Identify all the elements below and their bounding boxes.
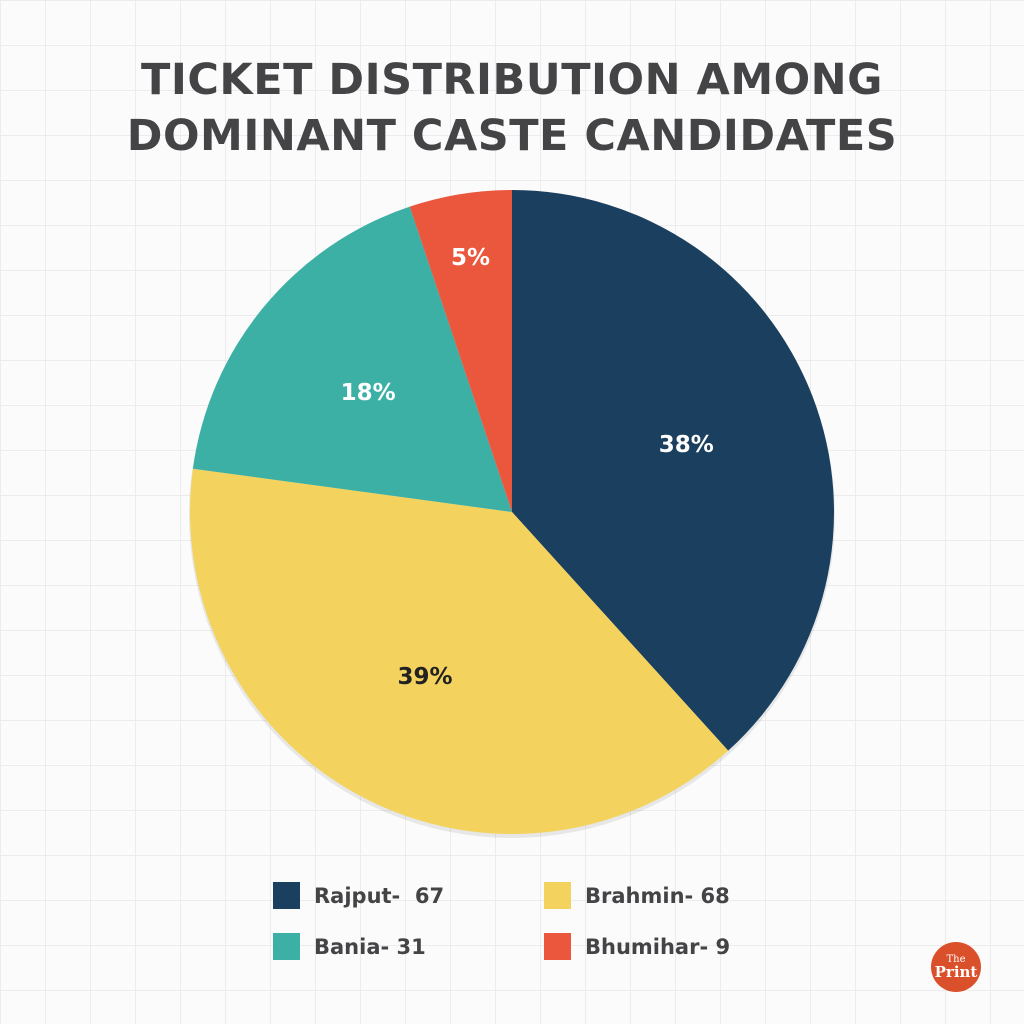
pie-label-bhumihar: 5% (451, 245, 490, 271)
legend-swatch-bhumihar (544, 933, 571, 960)
legend-swatch-bania (273, 933, 300, 960)
chart-title-line-2: DOMINANT CASTE CANDIDATES (126, 111, 898, 161)
legend-label-bhumihar: Bhumihar- 9 (585, 934, 731, 959)
legend-label-brahmin: Brahmin- 68 (585, 883, 730, 908)
legend-item-bania: Bania- 31 (273, 933, 426, 960)
logo-line-1: The (946, 953, 966, 965)
pie-label-brahmin: 39% (397, 664, 452, 690)
legend-swatch-rajput (273, 882, 300, 909)
legend-item-bhumihar: Bhumihar- 9 (544, 933, 730, 960)
pie-slice-bania (192, 206, 512, 512)
legend-label-rajput: Rajput- 67 (314, 883, 445, 908)
pie-slice-bhumihar (409, 190, 512, 512)
legend-swatch-brahmin (544, 882, 571, 909)
pie-slice-brahmin (189, 468, 729, 835)
logo-line-2: Print (934, 962, 978, 981)
legend-item-rajput: Rajput- 67 (273, 882, 444, 909)
legend-item-brahmin: Brahmin- 68 (544, 882, 730, 909)
pie-slice-rajput (512, 190, 835, 751)
pie-label-bania: 18% (341, 380, 396, 406)
theprint-logo: The Print (931, 942, 981, 992)
pie-label-rajput: 38% (659, 432, 714, 458)
chart-title: TICKET DISTRIBUTION AMONG DOMINANT CASTE… (0, 52, 1024, 164)
legend-label-bania: Bania- 31 (314, 934, 426, 959)
chart-title-line-1: TICKET DISTRIBUTION AMONG (141, 55, 883, 105)
